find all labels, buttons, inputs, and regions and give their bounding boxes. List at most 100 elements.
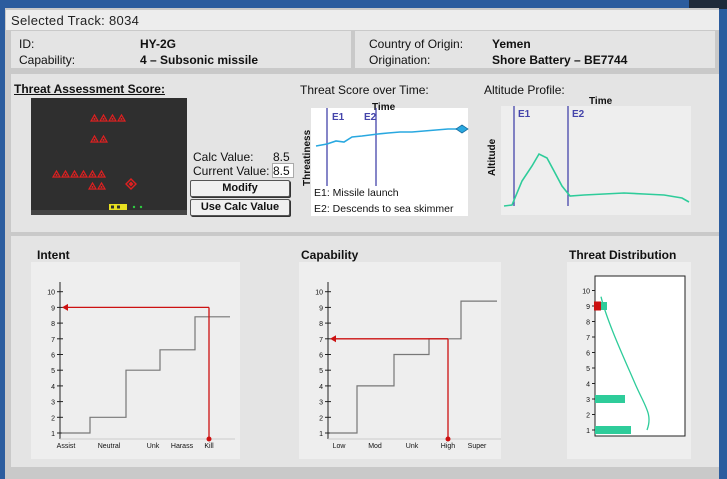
distribution-current-marker	[594, 301, 601, 311]
calc-value: 8.5	[273, 150, 290, 164]
id-label: ID:	[19, 37, 35, 51]
capability-step-curve	[330, 300, 497, 434]
capability-label: Capability:	[19, 53, 76, 67]
threat-symbol-icon	[107, 113, 118, 122]
altitude-chart: Time Altitude E1 E2	[487, 96, 691, 215]
intent-ytick-label: 6	[51, 353, 55, 360]
intent-score-arrow-icon	[62, 303, 68, 311]
threat-symbol-icon	[69, 169, 80, 178]
current-value: 8.5	[273, 164, 290, 178]
threat-symbol-icon	[51, 169, 62, 178]
distribution-title: Threat Distribution	[569, 248, 677, 262]
score-marker-icon	[455, 124, 469, 134]
threat-symbol-icon	[60, 169, 71, 178]
threat-symbol-icon	[98, 134, 109, 143]
capability-ytick-label: 1	[319, 431, 323, 438]
distribution-ytick-label: 3	[586, 397, 590, 404]
threat-score-e1-label: E1	[332, 112, 345, 123]
window-corner	[689, 0, 727, 9]
capability-ytick-label: 9	[319, 305, 323, 312]
capability-ytick-label: 2	[319, 415, 323, 422]
distribution-ytick-label: 2	[586, 413, 590, 420]
capability-ytick-label: 8	[319, 321, 323, 328]
threat-symbol-icon	[87, 181, 98, 190]
origin-info-panel	[355, 31, 715, 68]
capability-ytick-label: 5	[319, 368, 323, 375]
modify-button[interactable]: Modify	[190, 180, 290, 197]
intent-category-label: Kill	[204, 443, 214, 450]
distribution-curve	[600, 296, 650, 431]
threat-score-chart: Time Threatiness E1 E2 E1: Missile launc…	[302, 102, 469, 216]
threat-symbol-icon	[87, 169, 98, 178]
threat-score-title: Threat Score over Time:	[300, 83, 429, 97]
intent-chart: 1 2 3 4 5 6 7 8 9 10 Assist Neutral Unk Harass Kill	[31, 262, 240, 459]
threat-score-e2-label: E2	[364, 112, 377, 123]
intent-category-label: Harass	[171, 443, 194, 450]
threat-assessment-display	[31, 98, 187, 215]
threat-score-legend-e1: E1: Missile launch	[314, 187, 399, 199]
intent-selected-marker[interactable]	[206, 436, 212, 442]
altitude-e2-label: E2	[572, 109, 585, 120]
capability-chart-title: Capability	[301, 248, 359, 262]
calc-value-label: Calc Value:	[193, 150, 254, 164]
origination-value: Shore Battery – BE7744	[492, 53, 628, 67]
threat-score-legend-e2: E2: Descends to sea skimmer	[314, 203, 454, 215]
threat-assessment-title: Threat Assessment Score:	[14, 82, 165, 96]
threat-symbol-icon	[96, 181, 107, 190]
distribution-chart: 1 2 3 4 5 6 7 8 9 10	[567, 262, 691, 459]
distribution-ytick-label: 4	[586, 382, 590, 389]
capability-score-arrow-icon	[330, 335, 336, 343]
current-value-label: Current Value:	[193, 164, 270, 178]
distribution-ytick-label: 5	[586, 366, 590, 373]
diamond-icon	[125, 178, 137, 190]
threat-symbol-icon	[98, 113, 109, 122]
capability-chart: 1 2 3 4 5 6 7 8 9 10 Low Mod Unk High Super	[299, 262, 501, 459]
distribution-ytick-label: 10	[582, 289, 590, 296]
capability-category-label: Mod	[368, 443, 382, 450]
distribution-ytick-label: 6	[586, 351, 590, 358]
intent-category-label: Assist	[57, 443, 76, 450]
intent-ytick-label: 10	[47, 290, 55, 297]
country-label: Country of Origin:	[369, 37, 464, 51]
distribution-ytick-label: 8	[586, 320, 590, 327]
track-info-panel	[11, 31, 351, 68]
capability-ytick-label: 3	[319, 400, 323, 407]
intent-ytick-label: 9	[51, 305, 55, 312]
country-value: Yemen	[492, 37, 531, 51]
intent-ytick-label: 2	[51, 415, 55, 422]
capability-ytick-label: 10	[315, 290, 323, 297]
threat-symbol-icon	[78, 169, 89, 178]
distribution-bar	[595, 426, 631, 434]
intent-category-label: Unk	[147, 443, 160, 450]
threat-score-y-label: Threatiness	[302, 129, 313, 186]
altitude-y-label: Altitude	[487, 138, 498, 176]
intent-ytick-label: 7	[51, 337, 55, 344]
intent-ytick-label: 3	[51, 400, 55, 407]
distribution-ytick-label: 9	[586, 304, 590, 311]
origination-label: Origination:	[369, 53, 431, 67]
intent-step-curve	[62, 316, 230, 434]
capability-category-label: Low	[333, 443, 347, 450]
distribution-plot-area	[594, 275, 686, 437]
capability-category-label: Unk	[406, 443, 419, 450]
capability-ytick-label: 7	[319, 337, 323, 344]
current-value-box[interactable]	[272, 163, 294, 178]
id-value: HY-2G	[140, 37, 177, 51]
intent-ytick-label: 8	[51, 321, 55, 328]
threat-symbol-icon	[96, 169, 107, 178]
intent-ytick-label: 5	[51, 368, 55, 375]
selected-track-title: Selected Track: 8034	[11, 13, 140, 28]
threat-symbol-icon	[116, 113, 127, 122]
capability-value: 4 – Subsonic missile	[140, 53, 259, 67]
altitude-time-label: Time	[589, 96, 613, 107]
use-calc-value-button[interactable]: Use Calc Value	[190, 199, 290, 216]
capability-category-label: High	[441, 443, 456, 450]
title-bar: Selected Track: 8034	[6, 10, 719, 30]
distribution-ytick-label: 1	[586, 428, 590, 435]
threat-score-time-label: Time	[372, 102, 396, 113]
altitude-title: Altitude Profile:	[484, 83, 565, 97]
altitude-e1-label: E1	[518, 109, 531, 120]
capability-selected-marker[interactable]	[445, 436, 451, 442]
threat-symbol-icon	[89, 113, 100, 122]
intent-category-label: Neutral	[98, 443, 121, 450]
